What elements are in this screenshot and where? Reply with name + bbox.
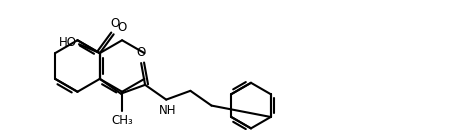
Text: O: O bbox=[136, 46, 146, 59]
Text: NH: NH bbox=[159, 104, 176, 117]
Text: O: O bbox=[110, 17, 119, 30]
Text: CH₃: CH₃ bbox=[111, 114, 133, 127]
Text: HO: HO bbox=[59, 36, 76, 49]
Text: O: O bbox=[118, 21, 126, 34]
